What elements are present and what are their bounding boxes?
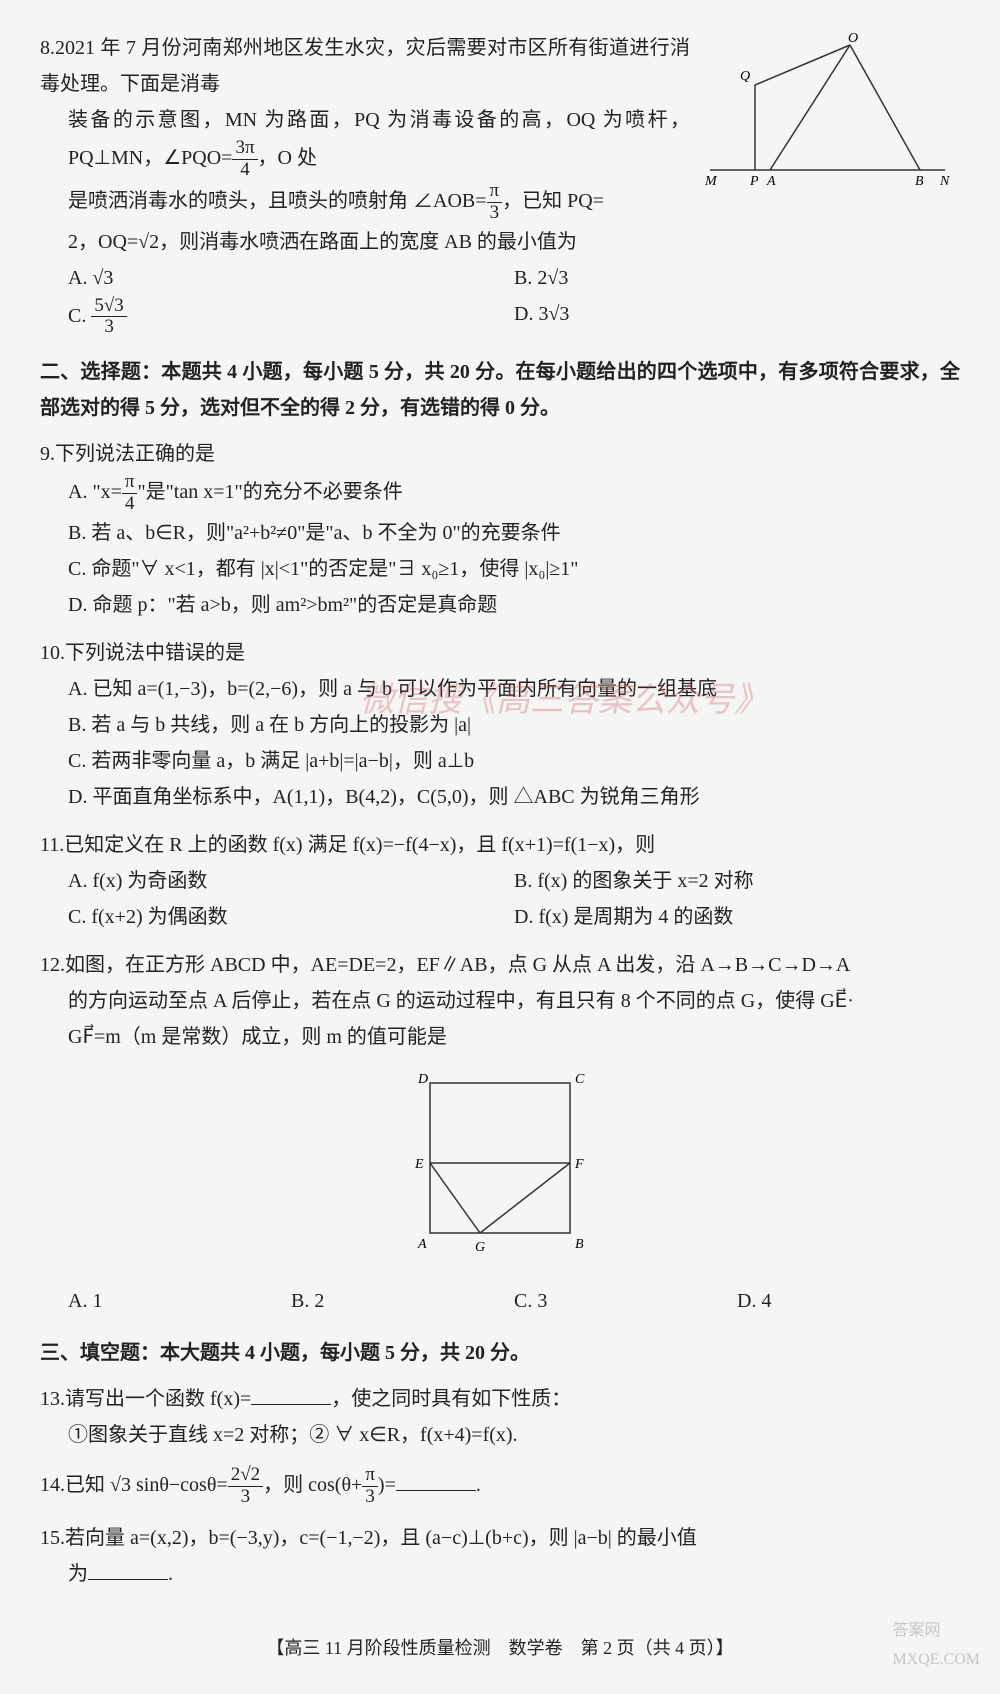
q11-row1: A. f(x) 为奇函数 B. f(x) 的图象关于 x=2 对称 (40, 863, 960, 899)
q8-l4: 2，OQ=√2，则消毒水喷洒在路面上的宽度 AB 的最小值为 (40, 224, 960, 260)
frac: π3 (362, 1465, 378, 1508)
q10-optA: A. 已知 a=(1,−3)，b=(2,−6)，则 a 与 b 可以作为平面内所… (40, 671, 960, 707)
q11-optD: D. f(x) 是周期为 4 的函数 (514, 899, 960, 935)
q9-optA: A. "x=π4"是"tan x=1"的充分不必要条件 (40, 472, 960, 515)
q13-l2: ①图象关于直线 x=2 对称；② ∀ x∈R，f(x+4)=f(x). (40, 1417, 960, 1453)
frac: 2√23 (228, 1465, 263, 1508)
svg-text:G: G (475, 1240, 485, 1255)
q8-optB: B. 2√3 (514, 260, 960, 296)
q12-optA: A. 1 (68, 1283, 291, 1319)
q12-diagram: D C E F A B G (40, 1063, 960, 1275)
question-11: 11.已知定义在 R 上的函数 f(x) 满足 f(x)=−f(4−x)，且 f… (40, 827, 960, 935)
question-15: 15.若向量 a=(x,2)，b=(−3,y)，c=(−1,−2)，且 (a−c… (40, 1520, 960, 1592)
svg-text:P: P (749, 174, 759, 189)
frac: π4 (122, 472, 138, 515)
q12-l1: 12.如图，在正方形 ABCD 中，AE=DE=2，EF∥AB，点 G 从点 A… (40, 947, 960, 983)
svg-text:B: B (575, 1237, 584, 1252)
q10-optC: C. 若两非零向量 a，b 满足 |a+b|=|a−b|，则 a⊥b (40, 743, 960, 779)
svg-text:A: A (417, 1237, 427, 1252)
q8-options-row1: A. √3 B. 2√3 (40, 260, 960, 296)
blank (396, 1471, 476, 1491)
q9-stem: 9.下列说法正确的是 (40, 436, 960, 472)
frac: 5√33 (91, 296, 126, 339)
question-9: 9.下列说法正确的是 A. "x=π4"是"tan x=1"的充分不必要条件 B… (40, 436, 960, 623)
question-13: 13.请写出一个函数 f(x)=，使之同时具有如下性质： ①图象关于直线 x=2… (40, 1381, 960, 1453)
q8-diagram: M P A B N Q O (700, 30, 960, 202)
svg-text:E: E (414, 1157, 424, 1172)
question-12: 12.如图，在正方形 ABCD 中，AE=DE=2，EF∥AB，点 G 从点 A… (40, 947, 960, 1319)
q8-num: 8. (40, 37, 55, 59)
q10-stem: 10.下列说法中错误的是 (40, 635, 960, 671)
q12-optD: D. 4 (737, 1283, 960, 1319)
svg-text:F: F (574, 1157, 584, 1172)
q14-text: 14.已知 √3 sinθ−cosθ=2√23，则 cos(θ+π3)=. (40, 1465, 960, 1508)
q10-optD: D. 平面直角坐标系中，A(1,1)，B(4,2)，C(5,0)，则 △ABC … (40, 779, 960, 815)
q11-optC: C. f(x+2) 为偶函数 (68, 899, 514, 935)
frac: 3π4 (232, 138, 257, 181)
question-10: 10.下列说法中错误的是 A. 已知 a=(1,−3)，b=(2,−6)，则 a… (40, 635, 960, 815)
q9-optD: D. 命题 p："若 a>b，则 am²>bm²"的否定是真命题 (40, 587, 960, 623)
q13-l1: 13.请写出一个函数 f(x)=，使之同时具有如下性质： (40, 1381, 960, 1417)
svg-text:C: C (575, 1072, 585, 1087)
q10-optB: B. 若 a 与 b 共线，则 a 在 b 方向上的投影为 |a| (40, 707, 960, 743)
q15-l2: 为. (40, 1556, 960, 1592)
q15-l1: 15.若向量 a=(x,2)，b=(−3,y)，c=(−1,−2)，且 (a−c… (40, 1520, 960, 1556)
page-footer: 【高三 11 月阶段性质量检测 数学卷 第 2 页（共 4 页）】 (40, 1632, 960, 1664)
bottom-watermark: 答案网 MXQE.COM (892, 1617, 980, 1675)
svg-text:N: N (939, 174, 950, 189)
q12-optC: C. 3 (514, 1283, 737, 1319)
svg-text:Q: Q (740, 69, 750, 84)
svg-text:B: B (915, 174, 924, 189)
section3-header: 三、填空题：本大题共 4 小题，每小题 5 分，共 20 分。 (40, 1335, 960, 1371)
q9-optC: C. 命题"∀ x<1，都有 |x|<1"的否定是"∃ x₀≥1，使得 |x₀|… (40, 551, 960, 587)
q12-options: A. 1 B. 2 C. 3 D. 4 (40, 1283, 960, 1319)
q12-l3: GF⃗=m（m 是常数）成立，则 m 的值可能是 (40, 1019, 960, 1055)
q11-stem: 11.已知定义在 R 上的函数 f(x) 满足 f(x)=−f(4−x)，且 f… (40, 827, 960, 863)
q12-l2: 的方向运动至点 A 后停止，若在点 G 的运动过程中，有且只有 8 个不同的点 … (40, 983, 960, 1019)
q8-options-row2: C. 5√33 D. 3√3 (40, 296, 960, 339)
svg-text:M: M (704, 174, 718, 189)
svg-text:A: A (766, 174, 776, 189)
q8-optD: D. 3√3 (514, 296, 960, 339)
q8-optA: A. √3 (68, 260, 514, 296)
q9-optB: B. 若 a、b∈R，则"a²+b²≠0"是"a、b 不全为 0"的充要条件 (40, 515, 960, 551)
q8-l1: 2021 年 7 月份河南郑州地区发生水灾，灾后需要对市区所有街道进行消毒处理。… (40, 37, 690, 95)
question-8: M P A B N Q O 8.2021 年 7 月份河南郑州地区发生水灾，灾后… (40, 30, 960, 338)
blank (251, 1385, 331, 1405)
q11-optA: A. f(x) 为奇函数 (68, 863, 514, 899)
question-14: 14.已知 √3 sinθ−cosθ=2√23，则 cos(θ+π3)=. (40, 1465, 960, 1508)
svg-text:O: O (848, 31, 858, 46)
q8-optC: C. 5√33 (68, 296, 514, 339)
q12-optB: B. 2 (291, 1283, 514, 1319)
blank (88, 1560, 168, 1580)
svg-text:D: D (417, 1072, 428, 1087)
q11-optB: B. f(x) 的图象关于 x=2 对称 (514, 863, 960, 899)
q11-row2: C. f(x+2) 为偶函数 D. f(x) 是周期为 4 的函数 (40, 899, 960, 935)
section2-header: 二、选择题：本题共 4 小题，每小题 5 分，共 20 分。在每小题给出的四个选… (40, 354, 960, 426)
frac: π3 (487, 181, 503, 224)
